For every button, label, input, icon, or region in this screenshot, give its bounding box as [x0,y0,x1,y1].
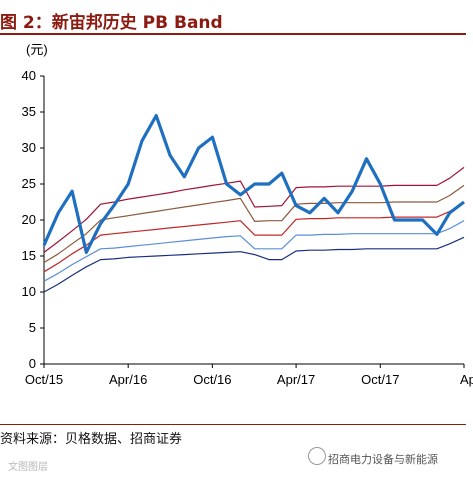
y-tick-label: 30 [22,140,36,155]
x-tick-label: Oct/16 [193,372,231,387]
source-divider [0,424,466,425]
x-tick-label: Apr/18 [460,372,473,387]
source-note: 资料来源：贝格数据、招商证券 [0,432,183,447]
y-axis-label: (元) [26,42,48,57]
chart-title: 图 2：新宙邦历史 PB Band [0,13,223,33]
y-tick-label: 20 [22,212,36,227]
watermark-right: 招商电力设备与新能源 [328,453,438,466]
y-tick-label: 5 [29,320,36,335]
y-tick-label: 35 [22,104,36,119]
wechat-icon [308,447,326,465]
y-tick-label: 25 [22,176,36,191]
pb-band-line-4 [43,184,465,264]
x-tick-label: Apr/17 [277,372,315,387]
pb-band-chart: (元) 0 5 10 15 20 25 30 35 40 Oct/15 Apr/16 Oct/16 Apr… [22,42,473,387]
pb-band-line-5 [43,166,465,253]
pb-band-line-2 [43,220,465,282]
pb-band-line-1 [43,236,465,293]
y-tick-label: 0 [29,356,36,371]
watermark-left: 文图图层 [8,462,48,473]
y-tick-label: 40 [22,68,36,83]
x-tick-label: Oct/15 [25,372,63,387]
x-tick-label: Apr/16 [109,372,147,387]
title-divider [0,33,466,35]
price-series-line [42,113,465,254]
y-tick-label: 10 [22,284,36,299]
x-tick-label: Oct/17 [361,372,399,387]
y-tick-label: 15 [22,248,36,263]
